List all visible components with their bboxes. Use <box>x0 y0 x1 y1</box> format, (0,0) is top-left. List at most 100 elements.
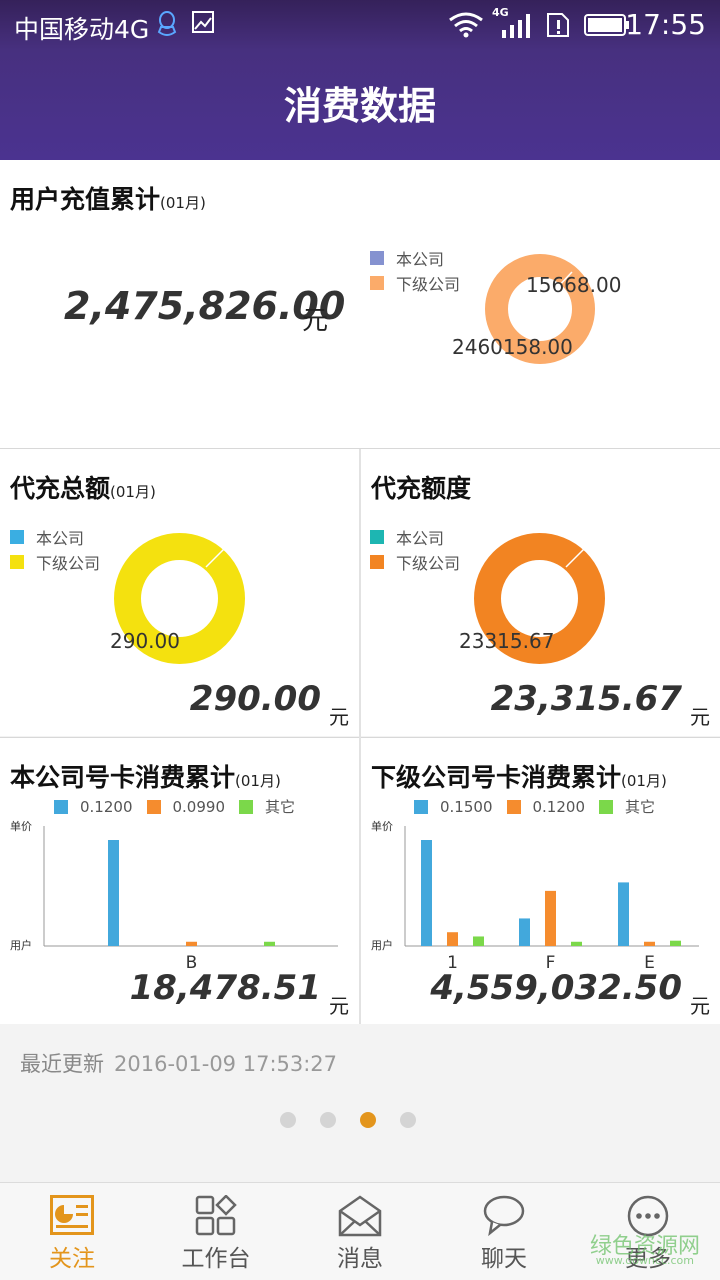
recharge-total: 2,475,826.00 <box>64 284 346 328</box>
legend-item: 0.0990 <box>146 796 225 817</box>
ring-label-own: 15668.00 <box>526 273 622 297</box>
bar <box>186 941 197 946</box>
x-axis-label: 用户 <box>371 938 393 952</box>
page-dot-4[interactable] <box>400 1112 416 1128</box>
own-cards-unit: 元 <box>329 994 349 1018</box>
proxy-total-title: 代充总额(01月) <box>10 474 156 503</box>
sub-cards-panel[interactable]: 下级公司号卡消费累计(01月) 单价 用户 1 F E 4,559,032.50 元 <box>361 738 720 1024</box>
bottom-tab-bar: 关注 工作台 消息 聊天 <box>0 1182 720 1280</box>
proxy-quota-title: 代充额度 <box>371 474 472 503</box>
proxy-total-value: 290.00 <box>189 679 321 719</box>
more-icon <box>627 1195 669 1237</box>
divider <box>359 449 361 1024</box>
chat-icon <box>483 1195 525 1237</box>
page-dot-2[interactable] <box>320 1112 336 1128</box>
tab-workbench[interactable]: 工作台 <box>144 1183 288 1280</box>
wifi-icon <box>448 12 484 42</box>
donut-slice-sub <box>485 254 595 364</box>
donut-slice-own <box>554 271 573 291</box>
tab-label: 聊天 <box>481 1246 527 1272</box>
x-tick-label: 1 <box>447 953 458 968</box>
top-bar: 中国移动4G 4G 17:55 消费数据 <box>0 0 720 160</box>
status-bar: 中国移动4G 4G 17:55 <box>0 0 720 52</box>
legend-item-own: 本公司 <box>370 524 460 549</box>
proxy-quota-value: 23,315.67 <box>490 679 682 719</box>
tab-label: 关注 <box>49 1246 95 1272</box>
legend-item-own: 本公司 <box>370 245 460 270</box>
tab-more[interactable]: 更多 <box>576 1183 720 1280</box>
workbench-icon <box>195 1195 237 1236</box>
recharge-panel[interactable]: 用户充值累计(01月) 2,475,826.00 元 本公司 下级公司 1566… <box>0 160 720 448</box>
legend-item-own: 本公司 <box>10 524 100 549</box>
legend-item-sub: 下级公司 <box>370 270 460 295</box>
proxy-quota-panel[interactable]: 代充额度 本公司 下级公司 23315.67 23,315.67 元 <box>361 449 720 736</box>
donut-slice-sub <box>474 533 605 664</box>
legend-item-sub: 下级公司 <box>10 549 100 574</box>
proxy-total-panel[interactable]: 代充总额(01月) 本公司 下级公司 290.00 290.00 元 <box>0 449 359 736</box>
sim-alert-icon <box>546 12 570 42</box>
donut-slice-own <box>565 544 589 568</box>
legend-item: 其它 <box>599 796 655 817</box>
tab-label: 消息 <box>337 1246 383 1272</box>
ring-label-sub: 23315.67 <box>459 629 555 653</box>
bar <box>108 840 119 946</box>
last-updated-time: 2016-01-09 17:53:27 <box>114 1052 338 1076</box>
carrier-label: 中国移动4G <box>14 15 150 44</box>
x-tick-label: F <box>546 953 556 968</box>
bar <box>571 941 582 946</box>
legend-item: 0.1500 <box>414 796 493 817</box>
bar <box>264 941 275 946</box>
bar <box>618 882 629 946</box>
legend-item: 0.1200 <box>506 796 585 817</box>
recharge-legend: 本公司 下级公司 <box>370 245 460 295</box>
bar <box>644 941 655 946</box>
page-dot-1[interactable] <box>280 1112 296 1128</box>
clock: 17:55 <box>625 8 706 41</box>
network-type-label: 4G <box>492 6 509 19</box>
own-cards-panel[interactable]: 本公司号卡消费累计(01月) 单价 用户 B 18,478.51 元 <box>0 738 359 1024</box>
tab-message[interactable]: 消息 <box>288 1183 432 1280</box>
proxy-quota-donut <box>474 533 605 664</box>
image-icon <box>191 10 215 38</box>
x-tick-label: E <box>644 953 655 968</box>
signal-icon <box>500 14 532 42</box>
own-cards-legend: 0.1200 0.0990 其它 <box>54 796 309 817</box>
divider <box>0 448 720 449</box>
bar <box>545 890 556 946</box>
tab-follow[interactable]: 关注 <box>0 1183 144 1280</box>
sub-cards-total: 4,559,032.50 <box>430 968 682 1008</box>
ring-label-sub: 290.00 <box>110 629 180 653</box>
proxy-total-legend: 本公司 下级公司 <box>10 524 100 574</box>
sub-cards-title: 下级公司号卡消费累计(01月) <box>371 763 667 792</box>
legend-item: 其它 <box>239 796 295 817</box>
message-icon <box>338 1195 382 1237</box>
donut-slice-own <box>205 544 229 568</box>
x-tick-label: B <box>186 953 198 968</box>
ring-label-sub: 2460158.00 <box>452 335 573 359</box>
proxy-total-unit: 元 <box>329 705 349 729</box>
qq-icon <box>156 10 178 42</box>
tab-label: 工作台 <box>181 1246 251 1272</box>
own-cards-total: 18,478.51 <box>129 968 321 1008</box>
last-updated-label: 最近更新 <box>20 1052 104 1076</box>
page-dot-3[interactable] <box>360 1112 376 1128</box>
last-updated: 最近更新 2016-01-09 17:53:27 <box>20 1048 337 1078</box>
page-title: 消费数据 <box>283 84 436 128</box>
donut-slice-sub <box>114 533 245 664</box>
follow-icon <box>50 1195 94 1235</box>
y-axis-label: 单价 <box>371 820 393 833</box>
y-axis-label: 单价 <box>10 820 32 833</box>
bar <box>447 932 458 946</box>
tab-chat[interactable]: 聊天 <box>432 1183 576 1280</box>
proxy-quota-legend: 本公司 下级公司 <box>370 524 460 574</box>
battery-icon <box>584 14 630 40</box>
own-cards-title: 本公司号卡消费累计(01月) <box>10 763 281 792</box>
recharge-title: 用户充值累计(01月) <box>10 185 206 214</box>
tab-label: 更多 <box>625 1246 671 1272</box>
watermark: 绿色资源网 www.downcc.com <box>589 1234 700 1267</box>
bar <box>519 918 530 946</box>
recharge-unit: 元 <box>302 306 329 336</box>
